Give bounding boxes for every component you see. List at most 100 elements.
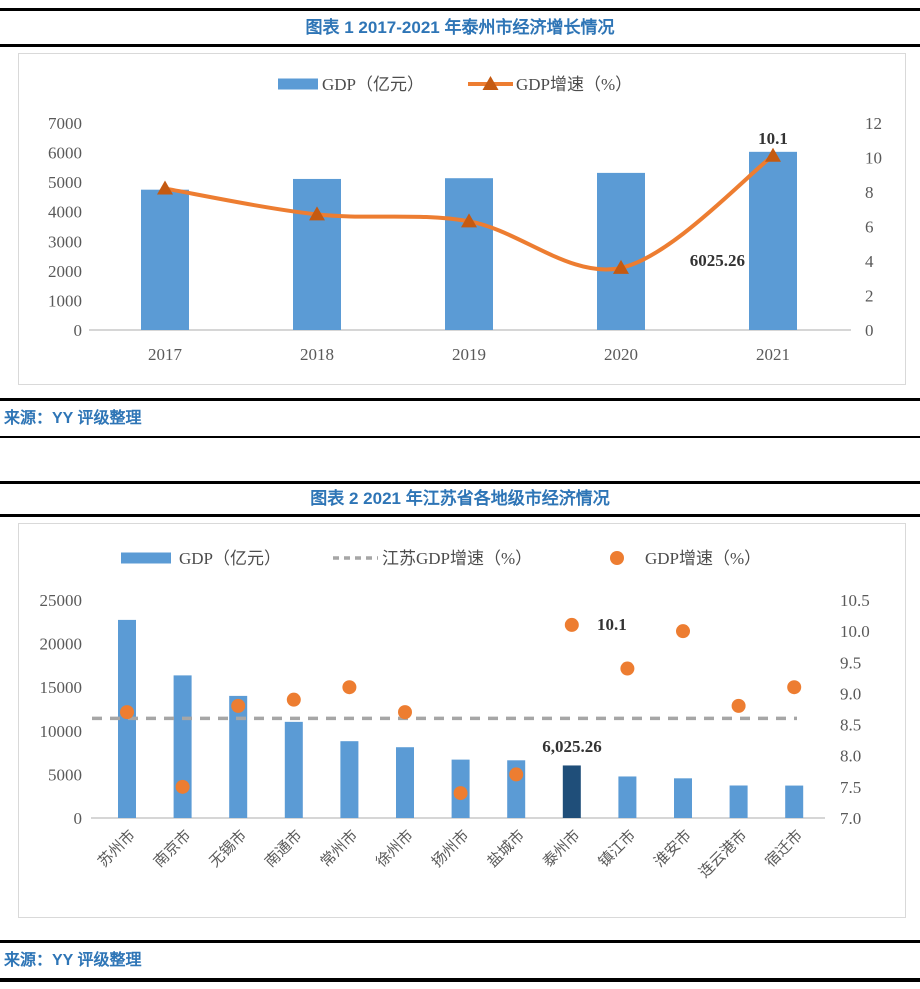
- x-axis-category-label: 2021: [756, 345, 790, 364]
- gdp-growth-combo-chart: 0 1000 2000 3000 4000 5000 6000 7000 0 2 4 6 8 10 12 20…: [48, 75, 882, 364]
- right-axis-tick-label: 9.5: [840, 653, 861, 672]
- triangle-marker-2020: [613, 259, 629, 274]
- x-axis-category-label: 2017: [148, 345, 183, 364]
- gdp-bar-淮安市: [674, 778, 692, 818]
- right-axis-tick-label: 12: [865, 114, 882, 133]
- gdp-bar-镇江市: [618, 776, 637, 818]
- gdp-bar-连云港市: [729, 785, 748, 818]
- legend-label: GDP增速（%）: [645, 549, 761, 568]
- left-axis-tick-label: 7000: [48, 114, 82, 133]
- right-axis-tick-label: 8.5: [840, 716, 861, 735]
- data-label-annotation: 10.1: [758, 129, 788, 148]
- right-axis-tick-label: 7.0: [840, 809, 861, 828]
- figure1-chart: 0 1000 2000 3000 4000 5000 6000 7000 0 2 4 6 8 10 12 20…: [18, 53, 906, 385]
- left-axis-tick-label: 20000: [40, 635, 83, 654]
- x-axis-category-label: 宿迁市: [762, 827, 806, 871]
- divider-rule: [0, 978, 920, 982]
- left-axis-tick-label: 5000: [48, 173, 82, 192]
- x-axis-category-label: 常州市: [317, 827, 361, 871]
- x-axis-category-label: 连云港市: [696, 827, 750, 881]
- triangle-marker-2018: [309, 206, 325, 221]
- right-axis-tick-label: 6: [865, 218, 874, 237]
- x-axis-category-label: 盐城市: [484, 827, 528, 871]
- growth-dot-淮安市: [676, 624, 690, 639]
- triangle-marker-2021: [765, 147, 781, 162]
- figure2-title: 图表 2 2021 年江苏省各地级市经济情况: [310, 489, 610, 508]
- right-axis-tick-label: 10.5: [840, 591, 870, 610]
- divider-rule: [0, 398, 920, 401]
- gdp-bar-2018: [293, 178, 341, 330]
- gdp-bar-2017: [141, 189, 189, 330]
- right-axis-tick-label: 10.0: [840, 622, 870, 641]
- left-axis-tick-label: 10000: [40, 722, 83, 741]
- x-axis-category-label: 镇江市: [595, 827, 639, 871]
- right-axis-tick-label: 9.0: [840, 684, 861, 703]
- x-axis-category-label: 泰州市: [540, 827, 584, 871]
- x-axis-category-label: 无锡市: [206, 827, 250, 871]
- legend-label: GDP（亿元）: [322, 75, 424, 94]
- legend-label: 江苏GDP增速（%）: [382, 549, 532, 568]
- divider-rule: [0, 940, 920, 943]
- gdp-bar-无锡市: [229, 695, 248, 818]
- growth-dot-扬州市: [453, 786, 468, 801]
- right-axis-tick-label: 8: [865, 183, 874, 202]
- growth-dot-南京市: [175, 779, 190, 794]
- growth-dot-镇江市: [620, 661, 635, 676]
- triangle-marker-2019: [461, 213, 477, 228]
- x-axis-category-label: 2020: [604, 345, 638, 364]
- divider-rule: [0, 44, 920, 47]
- legend-bar-swatch: [121, 552, 171, 564]
- growth-dot-常州市: [342, 680, 357, 695]
- x-axis-category-label: 徐州市: [373, 827, 417, 871]
- growth-dot-盐城市: [509, 767, 524, 782]
- legend-triangle-marker: [482, 76, 499, 90]
- legend-label: GDP增速（%）: [516, 75, 632, 94]
- gdp-bar-南通市: [284, 721, 303, 818]
- x-axis-category-label: 2019: [452, 345, 486, 364]
- legend-dot-swatch: [610, 551, 624, 565]
- gdp-bar-常州市: [340, 741, 359, 818]
- left-axis-tick-label: 1000: [48, 291, 82, 310]
- x-axis-category-label: 南京市: [151, 827, 195, 871]
- left-axis-tick-label: 5000: [48, 765, 82, 784]
- right-axis-tick-label: 0: [865, 321, 874, 340]
- growth-dot-徐州市: [398, 705, 412, 720]
- legend-label: GDP（亿元）: [179, 549, 281, 568]
- divider-rule-thin: [0, 436, 920, 438]
- left-axis-tick-label: 0: [74, 809, 83, 828]
- gdp-bar-2019: [445, 178, 493, 330]
- growth-dot-泰州市: [564, 617, 579, 632]
- right-axis-tick-label: 7.5: [840, 778, 861, 797]
- left-axis-tick-label: 15000: [40, 678, 83, 697]
- left-axis-tick-label: 4000: [48, 203, 82, 222]
- left-axis-tick-label: 6000: [48, 144, 82, 163]
- data-label-annotation: 6025.26: [690, 251, 745, 270]
- divider-rule: [0, 514, 920, 517]
- gdp-bar-2021: [749, 151, 797, 330]
- figure2-source: 来源：YY 评级整理: [4, 952, 142, 969]
- right-axis-tick-label: 4: [865, 252, 874, 271]
- triangle-marker-2017: [157, 180, 173, 195]
- right-axis-tick-label: 10: [865, 149, 882, 168]
- growth-dot-连云港市: [731, 698, 746, 713]
- gdp-bar-泰州市: [562, 765, 581, 818]
- gdp-bar-2020: [597, 172, 645, 330]
- gdp-bar-徐州市: [396, 747, 414, 818]
- divider-rule: [0, 481, 920, 484]
- figure1-source: 来源：YY 评级整理: [4, 410, 142, 427]
- x-axis-category-label: 扬州市: [429, 827, 473, 871]
- right-axis-tick-label: 8.0: [840, 747, 861, 766]
- figure1-title: 图表 1 2017-2021 年泰州市经济增长情况: [305, 18, 615, 37]
- legend-bar-swatch: [278, 78, 318, 90]
- left-axis-tick-label: 0: [74, 321, 83, 340]
- growth-dot-无锡市: [231, 698, 246, 713]
- right-axis-tick-label: 2: [865, 287, 874, 306]
- growth-dot-宿迁市: [787, 680, 802, 695]
- jiangsu-cities-combo-chart: 0 5000 10000 15000 20000 25000 7.0 7.5 8.0 8.5 9.0…: [40, 549, 870, 881]
- x-axis-category-label: 2018: [300, 345, 334, 364]
- divider-rule: [0, 8, 920, 11]
- x-axis-category-label: 苏州市: [95, 827, 139, 871]
- left-axis-tick-label: 3000: [48, 232, 82, 251]
- figure2-chart: 0 5000 10000 15000 20000 25000 7.0 7.5 8.0 8.5 9.0…: [18, 523, 906, 918]
